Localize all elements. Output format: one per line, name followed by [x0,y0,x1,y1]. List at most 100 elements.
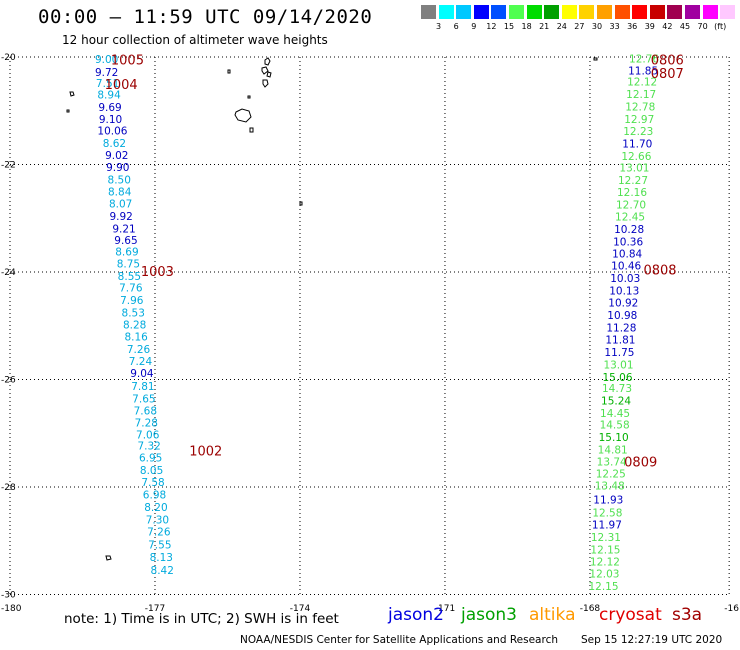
wave-height-value: 8.75 [117,258,140,270]
wave-height-value: 11.81 [605,335,635,347]
wave-height-value: 15.24 [601,395,631,407]
satellite-s3a-label: s3a [672,605,703,625]
wave-height-value: 13.01 [619,163,649,175]
legend-label: 70 [697,22,708,31]
wave-height-value: 14.58 [600,420,630,432]
legend-swatch [597,5,612,19]
wave-height-value: 6.98 [143,490,166,502]
island-outline [261,66,269,75]
wave-height-value: 8.62 [103,138,126,150]
legend-label: 33 [609,22,620,31]
wave-height-value: 15.10 [599,432,629,444]
wave-height-value: 12.17 [626,89,656,101]
lat-label: -24 [1,268,16,278]
wave-height-value: 9.10 [99,114,122,126]
satellite-jason2-label: jason2 [388,605,444,625]
satellite-altika-label: altika [529,605,576,625]
wave-height-value: 12.15 [590,544,620,556]
pass-label: 1004 [105,78,138,93]
wave-height-value: 10.13 [609,285,639,297]
wave-height-value: 14.45 [600,408,630,420]
wave-height-value: 13.74 [597,457,627,469]
wave-height-value: 9.69 [98,102,121,114]
wave-height-value: 9.65 [114,235,137,247]
legend-label: 18 [521,22,532,31]
pass-label: 0808 [643,263,676,278]
wave-height-value: 9.90 [106,162,129,174]
wave-height-values: 9.009.727.518.949.699.1010.068.629.029.9… [95,54,659,593]
wave-height-value: 11.28 [606,322,636,334]
lon-label: -171 [435,604,455,614]
wave-height-value: 12.45 [615,212,645,224]
lat-label: -28 [1,483,16,493]
legend-label: 39 [644,22,655,31]
wave-height-value: 13.48 [595,480,625,492]
wave-height-value: 10.84 [612,249,642,261]
color-legend: 3 6 9 12 15 18 21 24 27 30 33 36 39 42 45 70 (ft) [421,5,739,35]
wave-height-value: 7.32 [137,441,160,453]
legend-label: 42 [662,22,673,31]
wave-height-value: 12.15 [588,581,618,593]
legend-swatch [526,5,542,19]
wave-height-value: 9.72 [95,67,118,79]
legend-label: 3 [436,22,442,31]
lat-label: -30 [1,591,16,601]
wave-height-value: 9.92 [109,211,132,223]
wave-height-value: 12.16 [617,187,647,199]
wave-height-value: 10.28 [614,224,644,236]
legend-label: 21 [539,22,550,31]
wave-height-value: 7.24 [129,356,153,368]
wave-height-value: 10.03 [610,273,640,285]
wave-height-value: 7.68 [134,406,157,418]
lat-label: -22 [1,161,16,171]
legend-swatch [667,5,683,19]
lat-label: -26 [1,376,16,386]
wave-height-value: 8.05 [140,465,163,477]
legend-swatch [579,5,595,19]
generated-timestamp: Sep 15 12:27:19 UTC 2020 [581,634,723,646]
wave-height-value: 9.21 [112,223,135,235]
wave-height-value: 7.26 [147,527,171,539]
lon-label: -16 [724,604,739,614]
satellite-cryosat-label: cryosat [599,605,662,625]
legend-swatch [720,5,736,19]
island-outline [105,555,112,561]
wave-height-value: 9.02 [105,150,128,162]
wave-height-value: 7.65 [132,393,155,405]
wave-height-value: 8.84 [108,186,132,198]
wave-height-value: 12.12 [590,557,620,569]
wave-height-value: 8.53 [122,307,145,319]
island-outline [247,95,251,99]
legend-swatch [632,5,648,19]
wave-height-value: 7.81 [131,381,154,393]
wave-height-value: 7.58 [141,477,164,489]
legend-swatch [473,5,489,19]
map-title: 00:00 – 11:59 UTC 09/14/2020 [38,6,373,28]
island-outline [227,69,231,74]
legend-swatch [649,5,665,19]
wave-height-value: 10.06 [97,126,127,138]
pass-label: 1002 [189,444,222,459]
wave-height-value: 6.95 [139,452,162,464]
wave-height-value: 11.75 [604,347,634,359]
pass-label: 0807 [651,67,684,82]
lon-label: -177 [145,604,165,614]
legend-swatch [702,5,718,19]
map-subtitle: 12 hour collection of altimeter wave hei… [62,33,328,47]
legend-label: 9 [471,22,477,31]
island-outline [249,127,254,133]
wave-height-value: 12.31 [591,532,621,544]
legend-swatch [491,5,507,19]
wave-height-value: 8.20 [144,502,167,514]
wave-height-value: 11.70 [622,139,652,151]
wave-height-value: 12.70 [616,199,646,211]
legend-label: 15 [503,22,515,31]
grid-lines [9,56,730,595]
island-outlines [66,57,598,561]
legend-label: 36 [627,22,638,31]
island-outline [69,91,75,97]
legend-swatch [614,5,630,19]
legend-label: 30 [591,22,603,31]
